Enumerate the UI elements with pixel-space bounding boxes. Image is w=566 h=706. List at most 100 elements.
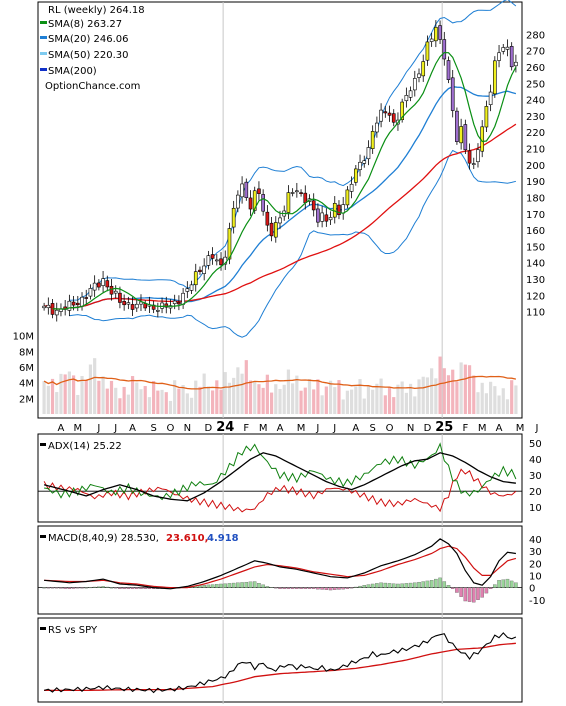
candle-body [467, 150, 472, 164]
signal-value: 4.918 [207, 533, 239, 544]
candle-body [455, 110, 459, 142]
volume-bar [278, 388, 282, 414]
candle-body [88, 288, 93, 297]
macd-histogram-bar [215, 584, 219, 588]
macd-histogram-bar [501, 579, 506, 588]
macd-histogram-bar [413, 582, 417, 588]
candle-body [278, 217, 282, 224]
candle-body [459, 126, 463, 144]
candle-body [341, 204, 346, 214]
macd-histogram-bar [135, 587, 139, 589]
volume-bar [55, 392, 59, 414]
macd-histogram-bar [231, 582, 236, 588]
volume-bar [42, 381, 46, 414]
macd-histogram-bar [274, 587, 278, 589]
volume-bar [219, 389, 223, 414]
price-tick-label: 130 [526, 275, 545, 286]
candle-body [429, 38, 434, 42]
candle-body [295, 190, 299, 193]
plus-di-line [44, 442, 517, 501]
volume-bar [387, 387, 392, 414]
candle-body [67, 300, 72, 311]
panel-tick-label: 50 [529, 439, 542, 450]
macd-histogram-bar [429, 580, 434, 588]
candle-body [185, 288, 190, 292]
month-label: J [113, 423, 117, 434]
volume-bar [130, 376, 135, 414]
candle-body [446, 60, 451, 80]
macd-histogram-bar [425, 580, 430, 588]
candle-body [303, 192, 308, 204]
panel-tick-label: 10 [529, 503, 542, 514]
volume-bar [472, 375, 476, 414]
volume-bar [194, 380, 198, 414]
volume-bar [71, 375, 76, 414]
volume-bar [307, 379, 312, 414]
macd-histogram-bar [118, 587, 122, 589]
month-label: M [297, 423, 306, 434]
macd-histogram-bar [50, 587, 55, 589]
candle-body [130, 304, 135, 310]
volume-bar [257, 384, 261, 414]
volume-bar [396, 384, 400, 414]
candle-body [349, 183, 354, 192]
candle-body [362, 160, 367, 164]
candle-body [320, 212, 324, 222]
month-label: M [259, 423, 268, 434]
macd-histogram-bar [497, 580, 501, 588]
adx-legend-swatch [40, 443, 46, 446]
volume-bar [312, 389, 316, 414]
macd-legend-swatch [40, 535, 46, 538]
price-candles [42, 20, 518, 322]
candle-body [126, 302, 131, 305]
price-tick-label: 120 [526, 291, 545, 302]
price-tick-label: 180 [526, 193, 545, 204]
volume-bar [404, 392, 408, 414]
volume-tick-label: 8M [19, 347, 34, 358]
candle-body [252, 190, 257, 211]
macd-histogram-bar [484, 587, 489, 594]
volume-bar [265, 374, 269, 414]
macd-histogram-bar [126, 587, 131, 589]
volume-bar [510, 380, 514, 414]
candle-body [84, 297, 89, 299]
macd-histogram-bar [383, 582, 388, 588]
volume-bar [135, 382, 139, 414]
volume-bar [160, 389, 164, 414]
candle-body [143, 303, 148, 309]
rs-line [43, 632, 517, 694]
volume-bar [320, 395, 324, 414]
volume-bar [446, 375, 451, 414]
volume-bar [248, 380, 253, 414]
macd-histogram-bar [349, 587, 354, 589]
legend-swatch-sma200 [40, 68, 47, 71]
macd-histogram-bar [417, 581, 421, 588]
candle-body [236, 194, 240, 209]
candle-body [193, 271, 198, 286]
volume-bar [291, 383, 295, 414]
volume-tick-label: 2M [19, 394, 34, 405]
volume-bar [80, 375, 84, 414]
volume-bar [371, 389, 375, 414]
macd-histogram-bar [139, 587, 143, 589]
macd-histogram-bar [265, 586, 270, 588]
volume-bar [408, 383, 413, 414]
candle-body [71, 301, 76, 306]
macd-histogram-bar [244, 581, 249, 588]
macd-histogram-bar [46, 587, 51, 589]
macd-panel-frame [37, 525, 523, 615]
legend-sma50: SMA(50) 220.30 [48, 50, 129, 61]
candle-body [299, 192, 303, 194]
candle-body [476, 149, 480, 163]
candle-body [425, 41, 430, 61]
macd-histogram-bar [324, 587, 329, 590]
volume-bar [324, 386, 328, 414]
price-legend: RL (weekly) 264.18 SMA(8) 263.27 SMA(20)… [40, 5, 145, 92]
candle-body [160, 302, 164, 309]
month-label: N [407, 423, 414, 434]
candle-body [42, 305, 46, 309]
macd-histogram-bar [434, 578, 438, 588]
volume-bar [126, 394, 130, 414]
price-tick-label: 140 [526, 259, 545, 270]
